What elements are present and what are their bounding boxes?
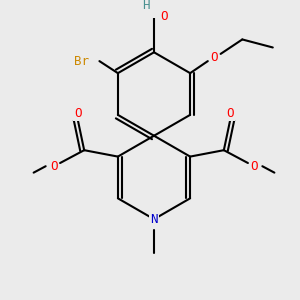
Text: O: O: [250, 160, 258, 173]
Text: O: O: [211, 51, 218, 64]
Text: O: O: [226, 107, 234, 120]
Text: H: H: [142, 0, 150, 12]
Text: N: N: [150, 213, 158, 226]
Text: Br: Br: [74, 55, 89, 68]
Text: O: O: [74, 107, 82, 120]
Text: O: O: [160, 10, 167, 23]
Text: O: O: [50, 160, 57, 173]
